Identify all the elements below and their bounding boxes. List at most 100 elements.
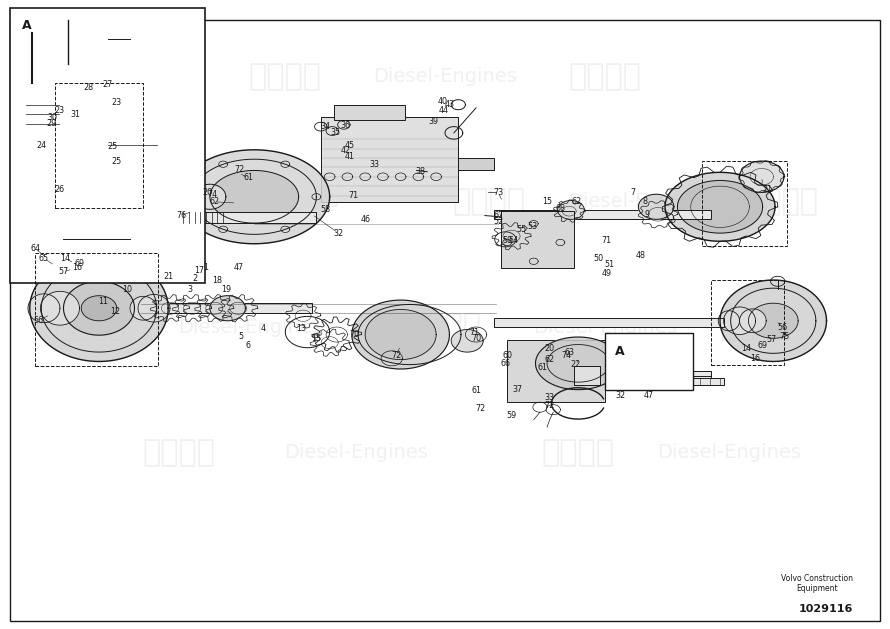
Polygon shape <box>194 184 226 209</box>
Polygon shape <box>28 294 60 323</box>
Text: 49: 49 <box>602 269 611 278</box>
Text: 45: 45 <box>345 141 355 150</box>
Bar <box>702 161 787 245</box>
Text: 60: 60 <box>502 351 512 360</box>
Bar <box>26 139 150 252</box>
Text: 4: 4 <box>261 324 265 333</box>
Text: 25: 25 <box>111 157 122 165</box>
Bar <box>11 8 206 283</box>
Bar <box>574 366 600 385</box>
Text: 25: 25 <box>107 142 117 151</box>
Polygon shape <box>130 296 157 320</box>
Text: 70: 70 <box>471 334 481 343</box>
Text: 68: 68 <box>555 204 565 213</box>
Text: 18: 18 <box>212 276 222 284</box>
Text: 5: 5 <box>239 332 244 341</box>
Polygon shape <box>179 150 329 243</box>
Text: 16: 16 <box>750 354 761 363</box>
Text: 紫发动力: 紫发动力 <box>746 187 819 216</box>
Text: 72: 72 <box>545 401 554 410</box>
Polygon shape <box>748 303 798 338</box>
Text: 71: 71 <box>469 328 480 337</box>
Text: 27: 27 <box>102 80 113 89</box>
Text: 55: 55 <box>516 225 526 235</box>
Text: 8: 8 <box>642 198 647 206</box>
Text: 14: 14 <box>741 345 752 353</box>
Text: 72: 72 <box>234 165 244 174</box>
Text: 51: 51 <box>604 260 614 269</box>
Polygon shape <box>724 307 756 335</box>
Text: Diesel-Engines: Diesel-Engines <box>178 318 322 337</box>
Text: 35: 35 <box>331 128 341 137</box>
Text: 21: 21 <box>163 272 174 281</box>
Bar <box>54 83 143 208</box>
Polygon shape <box>365 309 436 360</box>
Text: Diesel-Engines: Diesel-Engines <box>568 192 712 211</box>
Text: 10: 10 <box>122 285 133 294</box>
Text: 74: 74 <box>207 190 218 199</box>
Text: 41: 41 <box>345 152 355 161</box>
Text: 57: 57 <box>766 335 777 344</box>
Text: 26: 26 <box>54 185 64 194</box>
Bar <box>157 303 312 313</box>
Text: 34: 34 <box>320 122 330 131</box>
Text: 33: 33 <box>369 160 379 169</box>
Text: 69: 69 <box>75 259 85 268</box>
Text: 21: 21 <box>762 185 773 194</box>
Text: 17: 17 <box>194 266 205 275</box>
Text: 58: 58 <box>320 205 330 214</box>
Text: 29: 29 <box>47 119 57 128</box>
Text: 56: 56 <box>777 323 788 331</box>
Text: 72: 72 <box>475 404 486 413</box>
Bar <box>334 104 405 120</box>
Polygon shape <box>720 280 827 362</box>
Text: 43: 43 <box>444 100 455 109</box>
Bar <box>35 253 158 366</box>
Text: 71: 71 <box>602 236 611 245</box>
Polygon shape <box>40 291 79 325</box>
Text: 32: 32 <box>334 228 344 238</box>
Text: 紫发动力: 紫发动力 <box>409 313 481 342</box>
Bar <box>494 209 711 219</box>
Bar <box>638 372 711 377</box>
Bar <box>711 280 784 365</box>
Text: 20: 20 <box>545 345 554 353</box>
Bar <box>604 375 711 382</box>
Text: 72: 72 <box>391 351 401 360</box>
Bar <box>174 212 316 223</box>
Text: 47: 47 <box>644 391 654 401</box>
Text: 53: 53 <box>527 222 537 231</box>
Text: 71: 71 <box>349 191 359 200</box>
Text: 39: 39 <box>428 117 439 126</box>
Text: 紫发动力: 紫发动力 <box>453 187 526 216</box>
Text: 紫发动力: 紫发动力 <box>142 438 215 467</box>
Text: 59: 59 <box>506 411 517 420</box>
Text: 62: 62 <box>545 355 554 364</box>
Text: Diesel-Engines: Diesel-Engines <box>657 443 801 462</box>
Text: 紫发动力: 紫发动力 <box>53 313 126 342</box>
Text: 62: 62 <box>571 198 581 206</box>
Text: 50: 50 <box>594 253 603 263</box>
Text: 紫发动力: 紫发动力 <box>249 62 322 91</box>
Text: 61: 61 <box>471 386 481 396</box>
Polygon shape <box>63 281 134 335</box>
Polygon shape <box>740 309 766 333</box>
Text: 紫发动力: 紫发动力 <box>98 187 171 216</box>
Text: Diesel-Engines: Diesel-Engines <box>373 67 517 86</box>
Text: 16: 16 <box>72 263 82 272</box>
Text: Diesel-Engines: Diesel-Engines <box>196 192 339 211</box>
Polygon shape <box>665 172 775 242</box>
Text: 6: 6 <box>246 342 251 350</box>
Polygon shape <box>677 181 763 233</box>
Text: 42: 42 <box>341 146 351 155</box>
Text: 9: 9 <box>644 210 650 219</box>
Text: 47: 47 <box>234 263 244 272</box>
Polygon shape <box>81 296 117 321</box>
Text: 11: 11 <box>99 298 109 306</box>
Text: 紫发动力: 紫发动力 <box>542 438 615 467</box>
Text: 64: 64 <box>30 244 40 253</box>
Text: 74: 74 <box>562 351 571 360</box>
Bar <box>458 158 494 170</box>
Text: 59: 59 <box>502 236 513 245</box>
Text: 22: 22 <box>570 360 580 369</box>
